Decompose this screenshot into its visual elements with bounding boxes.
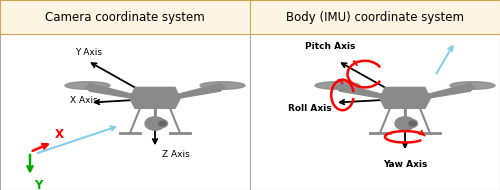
Ellipse shape	[395, 117, 415, 130]
Text: Y: Y	[34, 179, 42, 190]
Text: Y Axis: Y Axis	[75, 48, 102, 57]
Polygon shape	[425, 84, 475, 99]
Text: X: X	[54, 128, 64, 141]
Bar	[250, 0, 500, 34]
Text: X Axis: X Axis	[70, 96, 98, 105]
Ellipse shape	[450, 82, 495, 89]
Ellipse shape	[158, 120, 168, 127]
Polygon shape	[85, 84, 135, 99]
Text: Yaw Axis: Yaw Axis	[383, 160, 427, 169]
Ellipse shape	[200, 82, 245, 89]
Polygon shape	[130, 87, 180, 108]
Text: Pitch Axis: Pitch Axis	[305, 42, 356, 51]
Text: Camera coordinate system: Camera coordinate system	[45, 11, 205, 24]
Ellipse shape	[65, 82, 110, 89]
Ellipse shape	[408, 120, 418, 127]
Text: Roll Axis: Roll Axis	[288, 104, 331, 113]
Ellipse shape	[315, 82, 360, 89]
Bar	[0, 0, 250, 34]
Text: Z Axis: Z Axis	[162, 150, 190, 159]
Polygon shape	[335, 84, 385, 99]
Polygon shape	[175, 84, 225, 99]
Ellipse shape	[145, 117, 165, 130]
Text: Body (IMU) coordinate system: Body (IMU) coordinate system	[286, 11, 464, 24]
Polygon shape	[380, 87, 430, 108]
